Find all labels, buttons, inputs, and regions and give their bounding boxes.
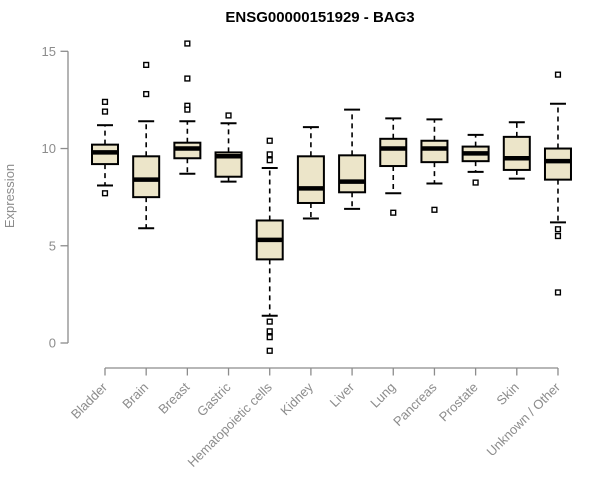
outlier-point bbox=[472, 179, 479, 186]
outlier-point bbox=[143, 90, 150, 98]
outlier-point bbox=[266, 347, 273, 354]
iqr-box bbox=[296, 155, 325, 204]
x-tick-label-liver: Liver bbox=[327, 379, 358, 410]
outlier-point bbox=[101, 98, 109, 105]
outlier-point bbox=[225, 112, 232, 119]
x-tick-label-gastric: Gastric bbox=[194, 379, 234, 419]
iqr-box bbox=[543, 147, 572, 181]
box-hematopoietic-cells bbox=[255, 137, 284, 354]
box-prostate bbox=[461, 133, 490, 186]
chart-title: ENSG00000151929 - BAG3 bbox=[225, 9, 414, 26]
iqr-box bbox=[379, 137, 408, 168]
outlier-point bbox=[266, 157, 273, 164]
outlier-point bbox=[554, 289, 562, 296]
outlier-point bbox=[390, 209, 397, 216]
outlier-point bbox=[554, 226, 562, 233]
x-tick-label-unknown-other: Unknown / Other bbox=[484, 379, 564, 459]
outlier-point bbox=[266, 137, 273, 144]
x-tick-label-skin: Skin bbox=[493, 380, 521, 408]
iqr-box bbox=[420, 139, 449, 164]
outlier-point bbox=[554, 232, 562, 240]
iqr-box bbox=[502, 135, 531, 171]
plot-area: 0 5 10 15 Bladder Brain Breast GastricHematopoi… bbox=[42, 40, 572, 470]
box-kidney bbox=[296, 126, 325, 220]
box-pancreas bbox=[420, 118, 449, 213]
box-bladder bbox=[91, 98, 119, 197]
iqr-box bbox=[338, 154, 367, 194]
box-skin bbox=[502, 121, 531, 180]
x-tick-label-bladder: Bladder bbox=[68, 379, 111, 422]
box-brain bbox=[132, 61, 161, 230]
outlier-point bbox=[184, 106, 191, 113]
y-axis-label: Expression bbox=[2, 164, 17, 228]
outlier-point bbox=[101, 190, 109, 197]
box-unknown-other bbox=[543, 71, 572, 296]
outlier-point bbox=[266, 318, 273, 325]
outlier-point bbox=[143, 61, 150, 69]
outlier-point bbox=[554, 71, 562, 78]
y-tick-label: 15 bbox=[42, 44, 56, 59]
box-lung bbox=[379, 117, 408, 216]
box-liver bbox=[338, 108, 367, 210]
outlier-point bbox=[101, 108, 109, 115]
y-tick-label: 5 bbox=[49, 238, 56, 253]
box-gastric bbox=[214, 112, 243, 183]
y-tick-label: 0 bbox=[49, 336, 56, 351]
y-tick-label: 10 bbox=[42, 141, 56, 156]
outlier-point bbox=[266, 151, 273, 158]
outlier-point bbox=[184, 40, 191, 47]
x-tick-label-kidney: Kidney bbox=[277, 379, 316, 418]
outlier-point bbox=[431, 206, 438, 213]
box-breast bbox=[173, 40, 202, 175]
x-tick-label-brain: Brain bbox=[119, 380, 151, 412]
outlier-point bbox=[266, 328, 273, 335]
x-tick-label-lung: Lung bbox=[367, 380, 398, 411]
x-tick-label-pancreas: Pancreas bbox=[390, 379, 440, 429]
outlier-point bbox=[266, 334, 273, 341]
y-axis: 0 5 10 15 bbox=[42, 44, 69, 351]
x-tick-label-breast: Breast bbox=[155, 379, 192, 416]
x-tick-label-prostate: Prostate bbox=[436, 380, 481, 425]
iqr-box bbox=[132, 155, 161, 199]
outlier-point bbox=[184, 75, 191, 82]
